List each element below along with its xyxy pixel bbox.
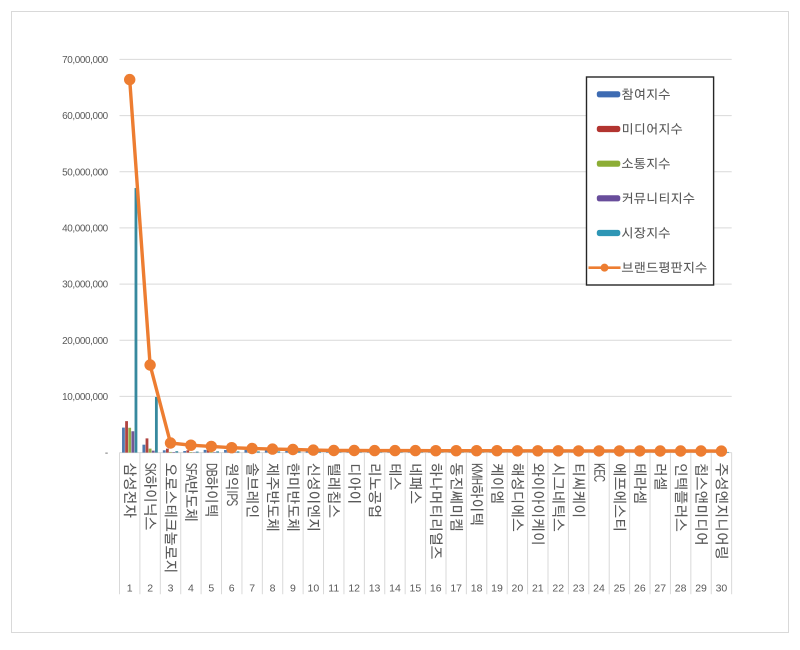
- svg-text:28: 28: [675, 583, 687, 595]
- svg-text:20,000,000: 20,000,000: [62, 336, 109, 347]
- svg-text:22: 22: [552, 583, 564, 595]
- svg-text:27: 27: [654, 583, 666, 595]
- svg-text:2: 2: [147, 583, 153, 595]
- svg-text:26: 26: [634, 583, 646, 595]
- svg-text:17: 17: [450, 583, 462, 595]
- svg-text:23: 23: [573, 583, 585, 595]
- svg-text:15: 15: [410, 583, 422, 595]
- svg-text:-: -: [105, 448, 108, 459]
- svg-text:7: 7: [249, 583, 255, 595]
- svg-text:21: 21: [532, 583, 544, 595]
- svg-text:3: 3: [168, 583, 174, 595]
- svg-text:5: 5: [208, 583, 214, 595]
- svg-text:18: 18: [471, 583, 483, 595]
- svg-text:40,000,000: 40,000,000: [62, 224, 109, 235]
- svg-text:30: 30: [716, 583, 728, 595]
- svg-text:13: 13: [369, 583, 381, 595]
- svg-text:24: 24: [593, 583, 605, 595]
- svg-text:8: 8: [270, 583, 276, 595]
- svg-text:20: 20: [512, 583, 524, 595]
- svg-text:4: 4: [188, 583, 194, 595]
- svg-text:30,000,000: 30,000,000: [62, 280, 109, 291]
- svg-text:29: 29: [695, 583, 707, 595]
- svg-text:25: 25: [614, 583, 626, 595]
- svg-text:60,000,000: 60,000,000: [62, 111, 109, 122]
- svg-text:9: 9: [290, 583, 296, 595]
- svg-text:19: 19: [491, 583, 503, 595]
- svg-text:16: 16: [430, 583, 442, 595]
- svg-text:12: 12: [348, 583, 360, 595]
- svg-text:50,000,000: 50,000,000: [62, 167, 109, 178]
- svg-text:70,000,000: 70,000,000: [62, 55, 109, 66]
- svg-text:10,000,000: 10,000,000: [62, 392, 109, 403]
- svg-text:10: 10: [308, 583, 320, 595]
- svg-text:6: 6: [229, 583, 235, 595]
- svg-text:14: 14: [389, 583, 401, 595]
- svg-text:11: 11: [328, 583, 339, 595]
- svg-text:1: 1: [127, 583, 133, 595]
